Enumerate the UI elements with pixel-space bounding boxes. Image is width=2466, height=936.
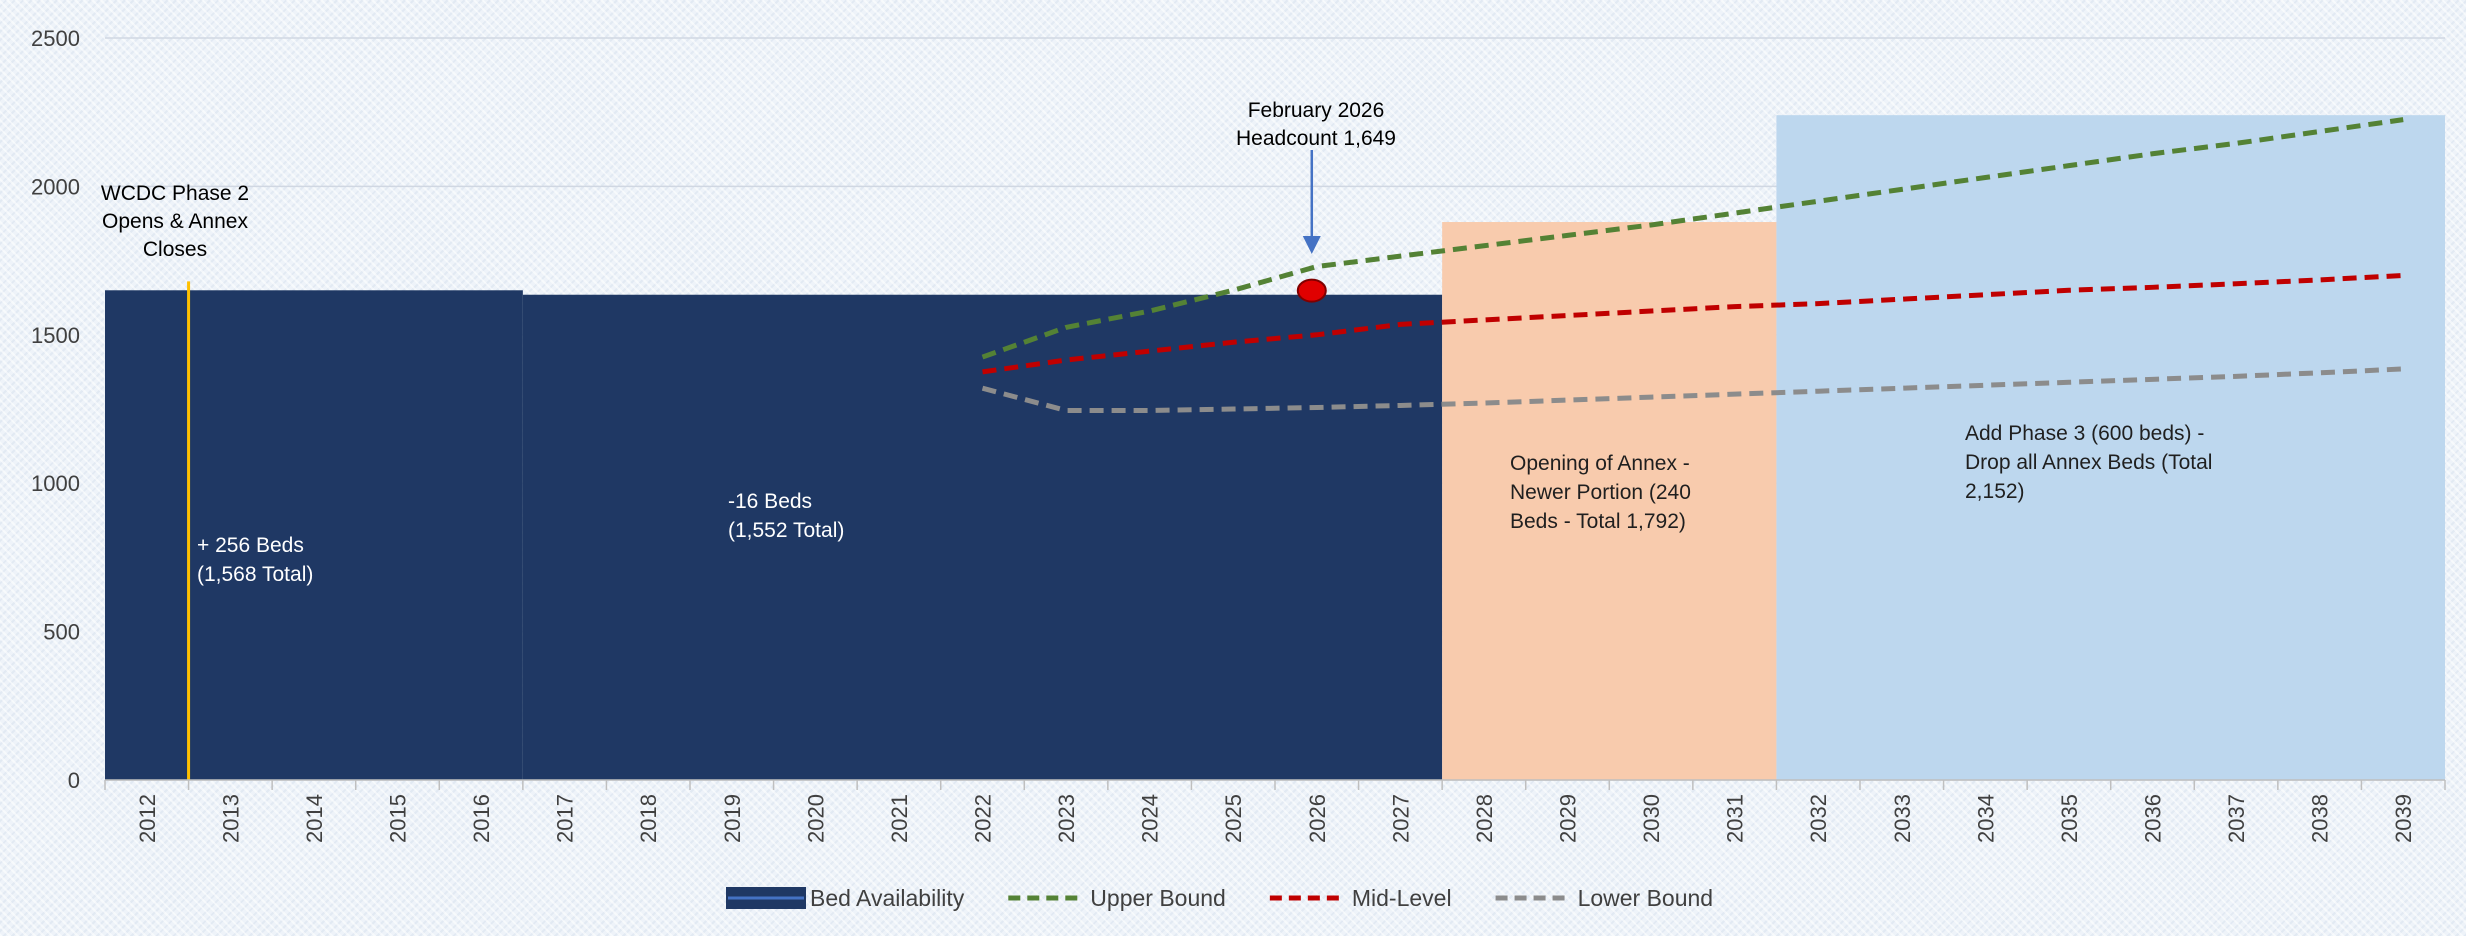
annotation-phase3: Add Phase 3 (600 beds) -Drop all Annex B…: [1965, 422, 2212, 503]
legend-item: Lower Bound: [1495, 885, 1714, 911]
annotation-minus16: -16 Beds (1,552 Total): [728, 490, 844, 542]
x-tick-label: 2038: [2308, 794, 2333, 843]
annotation-plus256: + 256 Beds (1,568 Total): [197, 534, 313, 586]
x-tick-label: 2015: [386, 794, 411, 843]
x-tick-label: 2016: [469, 794, 494, 843]
bed-availability-segment: [105, 290, 523, 780]
bed-availability-segment: [522, 294, 1443, 780]
annotation-headcount: February 2026 Headcount 1,649: [1236, 99, 1396, 150]
bed-availability-areas: [105, 115, 2445, 781]
x-tick-label: 2029: [1556, 794, 1581, 843]
annotations: WCDC Phase 2 Opens & Annex Closes + 256 Bed…: [101, 99, 2213, 586]
y-tick-label: 0: [68, 768, 80, 793]
x-tick-label: 2024: [1138, 794, 1163, 843]
x-tick-label: 2019: [720, 794, 745, 843]
x-tick-label: 2033: [1890, 794, 1915, 843]
x-tick-label: 2027: [1388, 794, 1413, 843]
series-line-mid-level: [982, 272, 2404, 375]
x-tick-label: 2025: [1221, 794, 1246, 843]
y-tick-label: 1500: [31, 323, 80, 348]
axes: 0 500 1000 1500 2000 2500 2012 2013 2014 2015 2016…: [31, 26, 2446, 843]
x-tick-label: 2037: [2224, 794, 2249, 843]
x-tick-label: 2034: [1973, 794, 1998, 843]
x-tick-label: 2039: [2391, 794, 2416, 843]
x-tick-label: 2023: [1054, 794, 1079, 843]
headcount-point: [1296, 278, 1327, 303]
bed-availability-segment: [1776, 115, 2445, 781]
legend-label: Lower Bound: [1578, 885, 1714, 911]
x-tick-label: 2036: [2141, 794, 2166, 843]
legend-label: Bed Availability: [810, 885, 965, 911]
x-tick-label: 2013: [218, 794, 243, 843]
y-tick-label: 2500: [31, 26, 80, 51]
x-tick-label: 2012: [135, 794, 160, 843]
legend-item: Upper Bound: [1008, 885, 1226, 911]
x-tick-label: 2032: [1806, 794, 1831, 843]
x-tick-label: 2035: [2057, 794, 2082, 843]
x-tick-label: 2030: [1639, 794, 1664, 843]
legend-label: Upper Bound: [1090, 885, 1226, 911]
annotation-annex: Opening of Annex -Newer Portion (240 Beds…: [1510, 452, 1691, 533]
x-tick-label: 2026: [1305, 794, 1330, 843]
x-tick-label: 2020: [803, 794, 828, 843]
y-tick-label: 500: [43, 620, 80, 645]
projection-lines: [981, 117, 2404, 413]
x-tick-label: 2014: [302, 794, 327, 843]
x-tick-label: 2017: [553, 794, 578, 843]
x-tick-label: 2022: [971, 794, 996, 843]
y-tick-label: 1000: [31, 471, 80, 496]
x-tick-label: 2031: [1723, 794, 1748, 843]
x-tick-label: 2021: [887, 794, 912, 843]
series-line-lower-bound: [981, 366, 2404, 413]
y-tick-label: 2000: [31, 174, 80, 199]
headcount-arrow-head: [1302, 236, 1321, 254]
legend: Bed Availability Upper Bound Mid-Level Lowe…: [726, 885, 1713, 911]
legend-label: Mid-Level: [1352, 885, 1452, 911]
series-line-upper-bound: [981, 117, 2404, 360]
x-tick-label: 2018: [636, 794, 661, 843]
legend-item: Bed Availability: [726, 885, 965, 911]
annotation-phase2: WCDC Phase 2 Opens & Annex Closes: [101, 182, 249, 261]
x-tick-label: 2028: [1472, 794, 1497, 843]
legend-item: Mid-Level: [1269, 885, 1452, 911]
